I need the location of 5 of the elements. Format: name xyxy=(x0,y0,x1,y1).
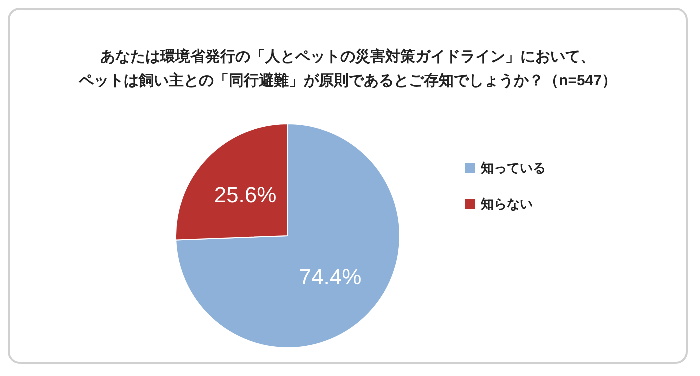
chart-title: あなたは環境省発行の「人とペットの災害対策ガイドライン」において、ペットは飼い主との「同行避難」が原則であるとご存知でしょうか？（n=547） xyxy=(78,48,617,90)
data-label: 74.4% xyxy=(299,264,362,290)
data-label: 25.6% xyxy=(214,182,277,208)
legend-label: 知らない xyxy=(480,196,533,212)
legend-label: 知っている xyxy=(480,160,546,176)
